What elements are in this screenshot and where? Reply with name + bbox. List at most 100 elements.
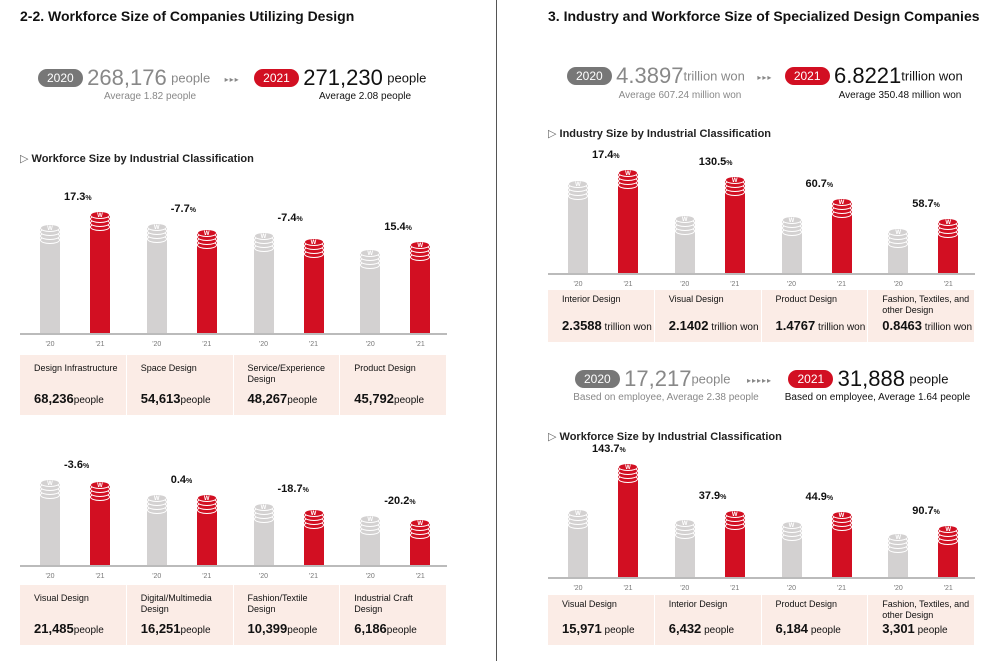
category-cell: Industrial Craft Design 6,186people (340, 585, 447, 645)
x-tick-label: '21 (730, 281, 740, 288)
change-percent: -3.6% (64, 459, 90, 471)
category-label-box (20, 585, 447, 645)
category-cell: Visual Design 15,971 people (548, 595, 655, 645)
category-cell: Product Design 6,184 people (762, 595, 869, 645)
bar-2021 (831, 515, 852, 577)
category-name: Digital/Multimedia Design (140, 593, 212, 614)
bar-2020 (253, 236, 274, 333)
change-percent: 58.7% (912, 197, 940, 210)
value-2021: 31,888 (837, 366, 905, 391)
unit-2020: people (691, 371, 731, 387)
unit-2021: people (909, 371, 949, 387)
value-2020: 17,217 (624, 366, 692, 391)
value-2020: 268,176 (87, 65, 167, 90)
won-coin-icon: W (938, 217, 959, 226)
category-value: 3,301 people (882, 621, 948, 636)
category-cell: Product Design 1.4767 trillion won (762, 290, 869, 342)
category-value: 16,251people (140, 621, 211, 636)
category-value: 6,432 people (668, 621, 735, 636)
category-cell: Design Infrastructure 68,236people (20, 355, 127, 415)
x-tick-label: '21 (836, 281, 847, 288)
category-value: 0.8463 trillion won (882, 318, 973, 333)
won-coin-icon: W (196, 493, 217, 502)
section-label: Workforce Size by Industrial Classificat… (548, 430, 782, 443)
won-coin-icon: W (303, 508, 324, 517)
bar-2021 (724, 513, 745, 577)
bar-2021 (724, 180, 745, 273)
arrow-icon: ▸▸▸ (224, 75, 240, 85)
year-2020-badge: 2020 (38, 69, 83, 87)
avg-2020: Average 1.82 people (103, 91, 197, 102)
x-tick-label: '21 (415, 573, 425, 580)
unit: people (73, 395, 104, 406)
category-value: 21,485people (34, 621, 104, 636)
x-tick-label: '21 (943, 585, 953, 592)
bar-2021 (618, 467, 638, 577)
year-2020-badge: 2020 (575, 370, 620, 388)
change-percent: 37.9% (698, 489, 727, 502)
x-tick-label: '20 (893, 281, 903, 288)
won-coin-icon: W (781, 520, 802, 529)
change-percent: 60.7% (805, 177, 834, 190)
won-coin-icon: W (724, 176, 745, 185)
left-title: 2-2. Workforce Size of Companies Utilizi… (20, 8, 355, 24)
category-name: Product Design (775, 599, 838, 609)
won-coin-icon: W (831, 197, 852, 206)
avg-2021: Average 2.08 people (318, 91, 412, 102)
won-coin-icon: W (888, 228, 909, 236)
year-2021-badge: 2021 (254, 69, 299, 87)
category-value: 6,184 people (775, 621, 841, 636)
unit: people (180, 395, 211, 406)
avg-2021: Average 350.48 million won (838, 90, 962, 101)
section-label: Workforce Size by Industrial Classificat… (20, 152, 254, 165)
won-coin-icon: W (674, 215, 695, 224)
bar-2020 (146, 498, 167, 565)
arrow-icon: ▸▸▸▸▸ (746, 376, 773, 386)
change-percent: -18.7% (277, 482, 309, 495)
won-coin-icon: W (724, 509, 745, 518)
unit: trillion won (922, 322, 973, 333)
unit: people (601, 625, 635, 636)
x-tick-label: '20 (680, 585, 690, 592)
category-name: Interior Design (668, 599, 728, 609)
category-value: 1.4767 trillion won (775, 318, 866, 333)
won-coin-icon: W (618, 463, 638, 471)
won-coin-icon: W (568, 180, 588, 189)
unit: people (701, 625, 735, 636)
change-percent: 17.4% (592, 149, 620, 161)
category-name: Interior Design (562, 294, 621, 304)
category-name: Space Design (140, 363, 197, 373)
category-cell: Fashion/Textile Design 10,399people (234, 585, 341, 645)
bar-2021 (410, 244, 431, 333)
x-tick-label: '20 (573, 281, 583, 288)
category-name: Product Design (354, 363, 416, 373)
unit: people (808, 625, 841, 636)
change-percent: 15.4% (384, 220, 412, 233)
chart-baseline (548, 577, 975, 579)
right-title: 3. Industry and Workforce Size of Specia… (548, 8, 980, 24)
unit-2020: trillion won (683, 68, 745, 84)
won-coin-icon: W (831, 511, 852, 520)
category-name: Visual Design (562, 599, 617, 609)
category-value: 68,236people (34, 391, 104, 406)
category-name: Visual Design (34, 593, 89, 603)
category-value: 48,267people (247, 391, 318, 406)
change-percent: -7.7% (170, 203, 196, 216)
won-coin-icon: W (888, 533, 909, 541)
won-coin-icon: W (40, 479, 60, 487)
unit: people (914, 625, 948, 636)
category-cell: Fashion, Textiles, and other Design 0.846… (868, 290, 975, 342)
change-percent: 0.4% (170, 473, 193, 486)
x-tick-label: '21 (95, 573, 105, 580)
won-coin-icon: W (568, 509, 588, 518)
won-coin-icon: W (90, 480, 110, 489)
x-tick-label: '21 (730, 585, 740, 592)
won-coin-icon: W (410, 519, 431, 527)
category-name: Fashion/Textile Design (247, 593, 308, 614)
won-coin-icon: W (253, 502, 274, 511)
right-summary-2: 2020 17,217people ▸▸▸▸▸ 2021 31,888 peop… (575, 366, 948, 392)
won-coin-icon: W (253, 232, 274, 241)
bar-2020 (360, 253, 381, 333)
x-tick-label: '20 (573, 585, 583, 592)
category-name: Industrial Craft Design (354, 593, 413, 614)
